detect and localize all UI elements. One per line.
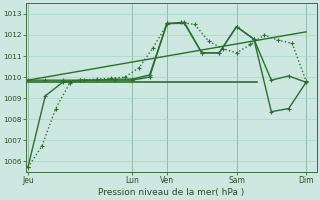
X-axis label: Pression niveau de la mer( hPa ): Pression niveau de la mer( hPa ) [98,188,244,197]
